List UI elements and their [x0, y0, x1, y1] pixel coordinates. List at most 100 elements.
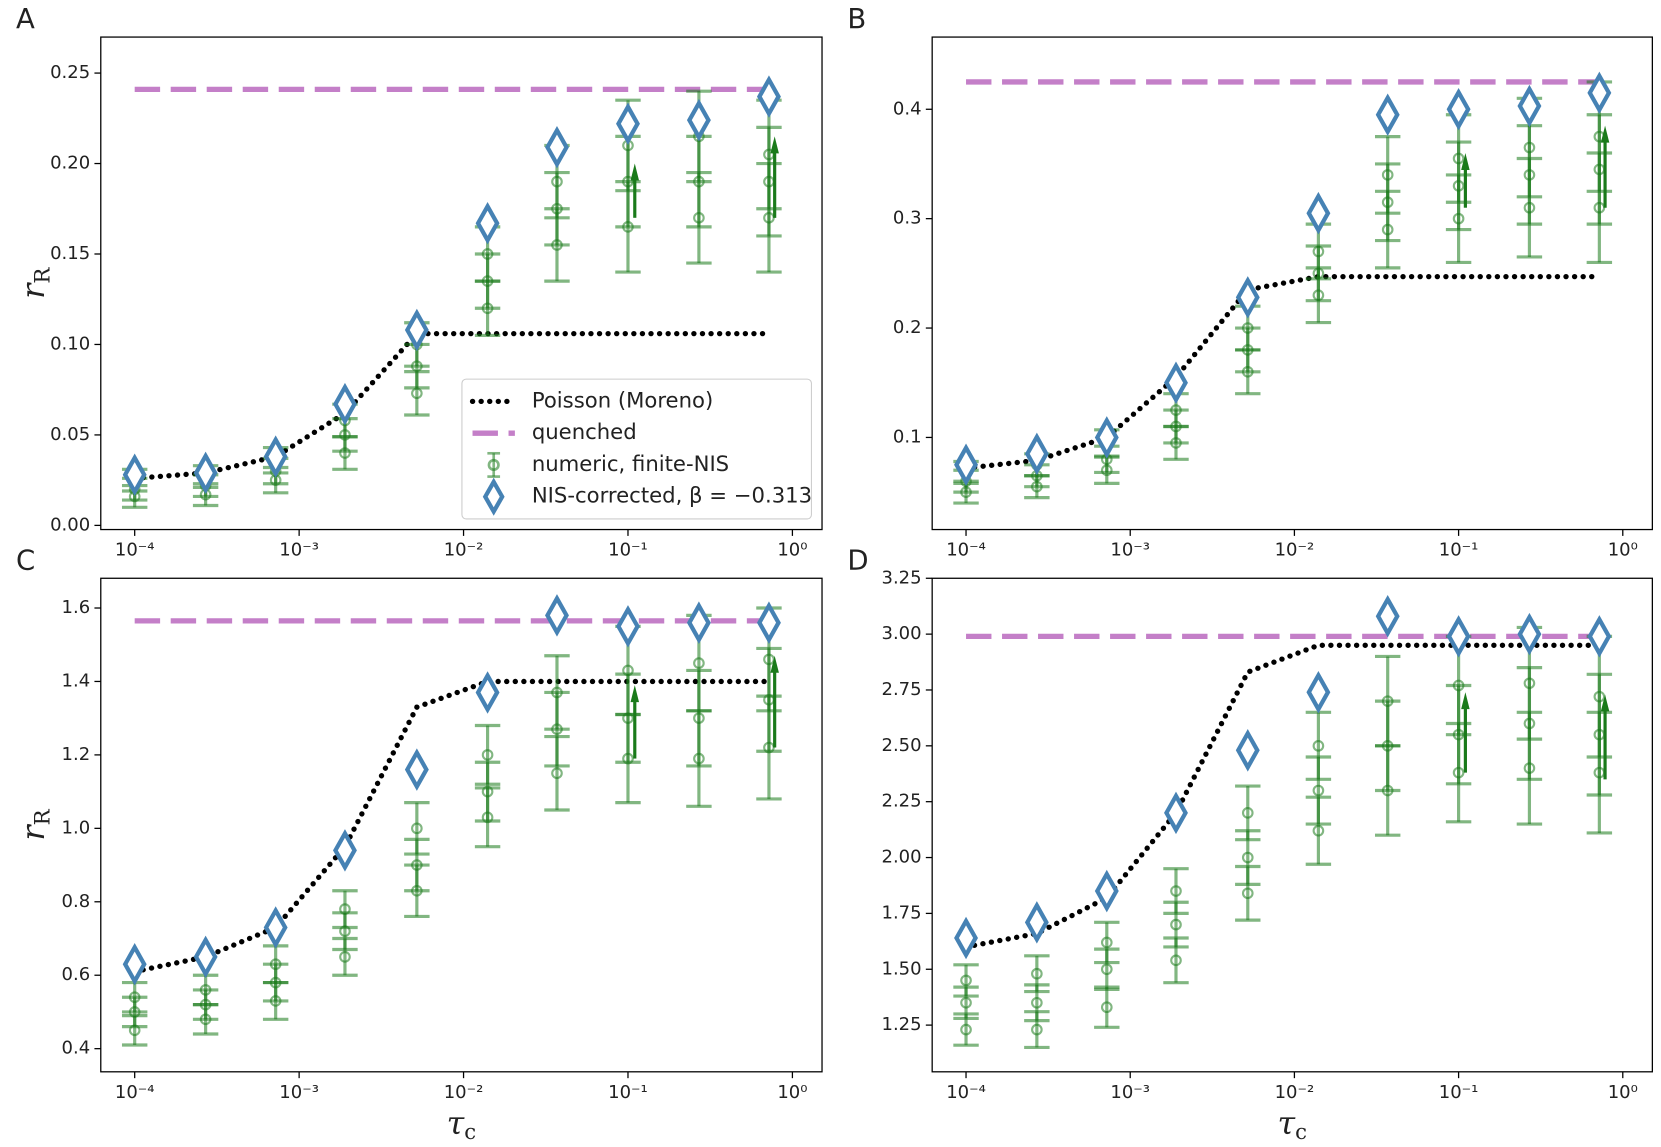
diamond-point	[686, 98, 711, 142]
legend-handle	[482, 477, 505, 516]
diamond-point	[545, 594, 569, 637]
numeric-point	[622, 664, 634, 677]
x-tick-label: 10⁻¹	[608, 540, 648, 561]
error-bar	[474, 723, 501, 786]
diamond-point	[545, 125, 569, 169]
y-tick-label: 0.05	[50, 424, 90, 445]
y-axis-title-sub: R	[29, 267, 54, 284]
arrow-head	[1600, 694, 1610, 712]
numeric-point	[1241, 807, 1254, 819]
y-tick-label: 0.10	[50, 333, 90, 354]
numeric-point	[1170, 918, 1182, 931]
diamond-point	[475, 201, 500, 245]
y-tick-label: 3.00	[882, 623, 922, 644]
x-axis-title-sub: c	[1295, 1119, 1307, 1144]
numeric-point	[1100, 963, 1113, 976]
y-tick-label: 2.00	[882, 847, 922, 868]
diamond-point	[1517, 84, 1542, 128]
numeric-point	[1381, 695, 1394, 707]
legend-label: NIS-corrected, β = −0.313	[532, 483, 812, 508]
error-bar	[1094, 920, 1120, 965]
numeric-point	[199, 984, 212, 996]
numeric-point	[1312, 245, 1325, 258]
y-tick-label: 1.25	[882, 1014, 922, 1035]
arrow-head	[1461, 692, 1470, 710]
y-tick-label: 0.15	[50, 243, 90, 264]
y-axis-title-main: r	[16, 824, 52, 841]
numeric-point	[551, 767, 563, 780]
diamond-point	[263, 435, 288, 478]
numeric-point	[1100, 936, 1113, 949]
panel-letter: C	[16, 544, 35, 576]
dotted-line	[963, 273, 1603, 471]
plot-frame	[100, 36, 823, 531]
diamond-point	[1306, 670, 1331, 714]
numeric-point	[1031, 1023, 1043, 1036]
y-axis-title-sub: R	[29, 808, 54, 825]
numeric-point	[1381, 169, 1394, 181]
x-axis-title-sub: c	[464, 1119, 476, 1144]
x-tick-label: 10⁻²	[444, 540, 484, 561]
y-axis-title-main: r	[16, 282, 52, 299]
error-bar	[1163, 867, 1189, 915]
diamond-point	[1517, 612, 1542, 656]
y-tick-label: 0.1	[893, 426, 922, 447]
legend-handle	[487, 451, 501, 478]
diamond-point	[616, 102, 640, 145]
numeric-point	[1452, 679, 1465, 692]
diamond-point	[1587, 71, 1612, 115]
numeric-point	[1312, 824, 1325, 837]
y-tick-label: 0.4	[893, 98, 922, 119]
numeric-point	[763, 653, 775, 666]
numeric-point	[1170, 954, 1182, 967]
numeric-point	[1593, 690, 1606, 703]
y-tick-label: 2.75	[882, 679, 922, 700]
y-tick-label: 0.2	[893, 317, 922, 338]
numeric-point	[960, 1023, 972, 1036]
numeric-point	[1312, 784, 1325, 797]
numeric-point	[269, 958, 282, 971]
diamond-point	[1587, 615, 1612, 658]
numeric-point	[339, 951, 351, 963]
numeric-point	[551, 686, 563, 699]
x-tick-label: 10⁻⁴	[946, 540, 986, 561]
y-axis-title: rR	[16, 808, 54, 840]
diamond-point	[1164, 361, 1188, 405]
legend-label: numeric, finite-NIS	[532, 451, 729, 476]
diamond-point	[1375, 93, 1400, 137]
panel-letter: D	[847, 544, 868, 576]
diamond-point	[954, 916, 978, 960]
diamond-point	[122, 942, 147, 986]
dotted-line	[132, 330, 772, 481]
y-axis-title: rR	[16, 267, 54, 299]
legend-label: Poisson (Moreno)	[532, 387, 713, 412]
y-tick-label: 1.50	[882, 958, 922, 979]
diamond-point	[1306, 191, 1331, 235]
diamond-point	[1024, 901, 1049, 944]
numeric-point	[551, 175, 563, 188]
diamond-point	[1094, 869, 1119, 913]
x-tick-label: 10⁻¹	[608, 1082, 648, 1103]
x-axis-title: τc	[447, 1105, 476, 1143]
diamond-point	[475, 671, 500, 714]
arrow-head	[630, 685, 640, 703]
error-bar	[953, 963, 979, 998]
error-bar	[404, 801, 430, 856]
error-bar	[1235, 784, 1261, 842]
x-tick-label: 10⁻¹	[1439, 540, 1479, 561]
legend-handle-dot	[487, 458, 500, 472]
diamond-point	[1235, 729, 1260, 772]
numeric-point	[960, 996, 972, 1009]
numeric-point	[1241, 851, 1254, 864]
x-tick-label: 10⁻³	[1110, 540, 1150, 561]
diamond-point	[1024, 432, 1049, 476]
arrow-head	[1461, 153, 1470, 170]
y-tick-label: 0.20	[50, 153, 90, 174]
numeric-point	[411, 859, 423, 871]
numeric-point	[1170, 404, 1182, 416]
x-tick-label: 10⁻²	[1275, 1082, 1315, 1103]
y-tick-label: 0.6	[62, 964, 91, 985]
diamond-point	[686, 601, 711, 644]
y-tick-label: 0.25	[50, 62, 90, 83]
arrow-head	[630, 163, 640, 181]
